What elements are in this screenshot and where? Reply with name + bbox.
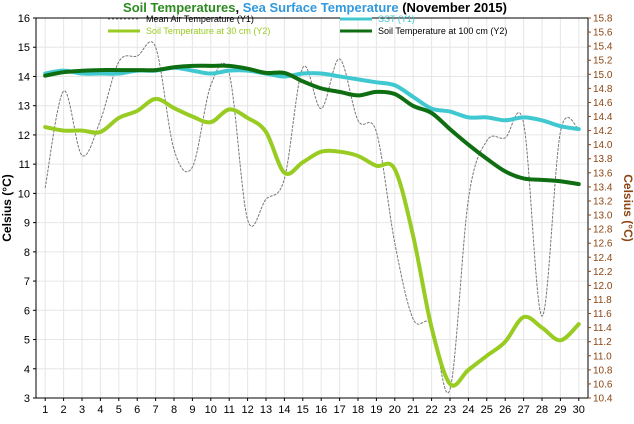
y-right-tick-label: 10.6 (593, 379, 613, 390)
title-part-period: (November 2015) (399, 0, 507, 15)
y-right-tick-label: 13.8 (593, 154, 613, 165)
series-soil-30cm (43, 96, 581, 388)
y-tick-label: 10 (18, 188, 30, 200)
x-tick-label: 26 (499, 404, 511, 416)
y-right-tick-label: 11.6 (593, 309, 612, 320)
y-tick-label: 16 (18, 13, 30, 25)
y-axis-label-left: Celsius (°C) (0, 174, 14, 241)
x-tick-label: 18 (352, 404, 364, 416)
y-tick-label: 7 (24, 276, 30, 288)
y-right-tick-label: 11.4 (593, 323, 612, 334)
y-right-tick-label: 12.0 (593, 281, 613, 292)
x-tick-label: 8 (171, 404, 177, 416)
x-tick-label: 17 (333, 404, 345, 416)
x-tick-label: 13 (260, 404, 272, 416)
y-right-tick-label: 14.2 (593, 126, 613, 137)
y-right-tick-label: 14.6 (593, 98, 613, 109)
x-tick-label: 21 (407, 404, 419, 416)
axes: 34567891011121314151610.410.610.811.011.… (18, 13, 613, 416)
x-tick-label: 23 (444, 404, 456, 416)
y-right-tick-label: 13.0 (593, 211, 613, 222)
title-separator: , (236, 0, 243, 15)
legend-label-mean-air: Mean Air Temperature (Y1) (146, 14, 254, 24)
x-tick-label: 22 (425, 404, 437, 416)
x-tick-label: 7 (153, 404, 159, 416)
y-tick-label: 12 (18, 130, 30, 142)
x-tick-label: 9 (189, 404, 195, 416)
y-tick-label: 14 (18, 71, 30, 83)
legend-label-soil-100cm: Soil Temperature at 100 cm (Y2) (378, 26, 507, 36)
x-tick-label: 29 (554, 404, 566, 416)
y-right-tick-label: 12.6 (593, 239, 613, 250)
x-tick-label: 20 (389, 404, 401, 416)
y-tick-label: 3 (24, 393, 30, 405)
y-right-tick-label: 13.4 (593, 182, 613, 193)
y-right-tick-label: 12.2 (593, 267, 613, 278)
y-right-tick-label: 10.8 (593, 365, 613, 376)
y-right-tick-label: 15.8 (593, 14, 613, 25)
y-tick-label: 9 (24, 218, 30, 230)
y-right-tick-label: 15.0 (593, 70, 613, 81)
y-tick-label: 8 (24, 247, 30, 259)
y-right-tick-label: 12.8 (593, 225, 613, 236)
y-right-tick-label: 11.0 (593, 351, 612, 362)
y-tick-label: 13 (18, 101, 30, 113)
plot-frame (35, 17, 589, 399)
x-tick-label: 11 (223, 404, 234, 416)
y-tick-label: 15 (18, 42, 30, 54)
series (43, 41, 581, 394)
x-tick-label: 3 (79, 404, 85, 416)
y-axis-label-right: Celsius (°C) (621, 174, 634, 241)
y-right-tick-label: 14.0 (593, 140, 613, 151)
series-mean-air-temperature (44, 41, 580, 394)
chart-title: Soil Temperatures, Sea Surface Temperatu… (123, 0, 507, 15)
y-right-tick-label: 10.4 (593, 394, 613, 405)
x-tick-label: 2 (61, 404, 67, 416)
x-tick-label: 16 (315, 404, 327, 416)
y-right-tick-label: 11.2 (593, 337, 612, 348)
x-tick-label: 25 (481, 404, 493, 416)
x-tick-label: 30 (573, 404, 585, 416)
y-right-tick-label: 14.8 (593, 84, 613, 95)
x-tick-label: 12 (241, 404, 253, 416)
y-right-tick-label: 13.2 (593, 196, 613, 207)
y-right-tick-label: 13.6 (593, 168, 613, 179)
title-part-soil: Soil Temperatures (123, 0, 235, 15)
x-tick-label: 10 (205, 404, 217, 416)
x-tick-label: 19 (370, 404, 382, 416)
x-tick-label: 5 (116, 404, 122, 416)
legend: Mean Air Temperature (Y1) SST (Y1) Soil … (108, 14, 507, 36)
y-tick-label: 6 (24, 305, 30, 317)
title-part-sst: Sea Surface Temperature (243, 0, 399, 15)
y-tick-label: 11 (19, 159, 30, 171)
x-tick-label: 4 (97, 404, 103, 416)
y-tick-label: 5 (24, 335, 30, 347)
x-tick-label: 6 (134, 404, 140, 416)
y-right-tick-label: 15.6 (593, 28, 613, 39)
x-tick-label: 28 (536, 404, 548, 416)
series-soil-100cm (43, 63, 581, 187)
x-tick-label: 27 (517, 404, 529, 416)
legend-label-soil-30cm: Soil Temperature at 30 cm (Y2) (146, 26, 270, 36)
y-right-tick-label: 12.4 (593, 253, 613, 264)
y-right-tick-label: 15.4 (593, 42, 613, 53)
y-tick-label: 4 (24, 364, 30, 376)
x-tick-label: 15 (297, 404, 309, 416)
x-tick-label: 14 (278, 404, 290, 416)
y-right-tick-label: 15.2 (593, 56, 613, 67)
legend-label-sst: SST (Y1) (378, 14, 415, 24)
y-right-tick-label: 14.4 (593, 112, 613, 123)
x-tick-label: 1 (42, 404, 48, 416)
y-right-tick-label: 11.8 (593, 295, 612, 306)
x-tick-label: 24 (462, 404, 474, 416)
